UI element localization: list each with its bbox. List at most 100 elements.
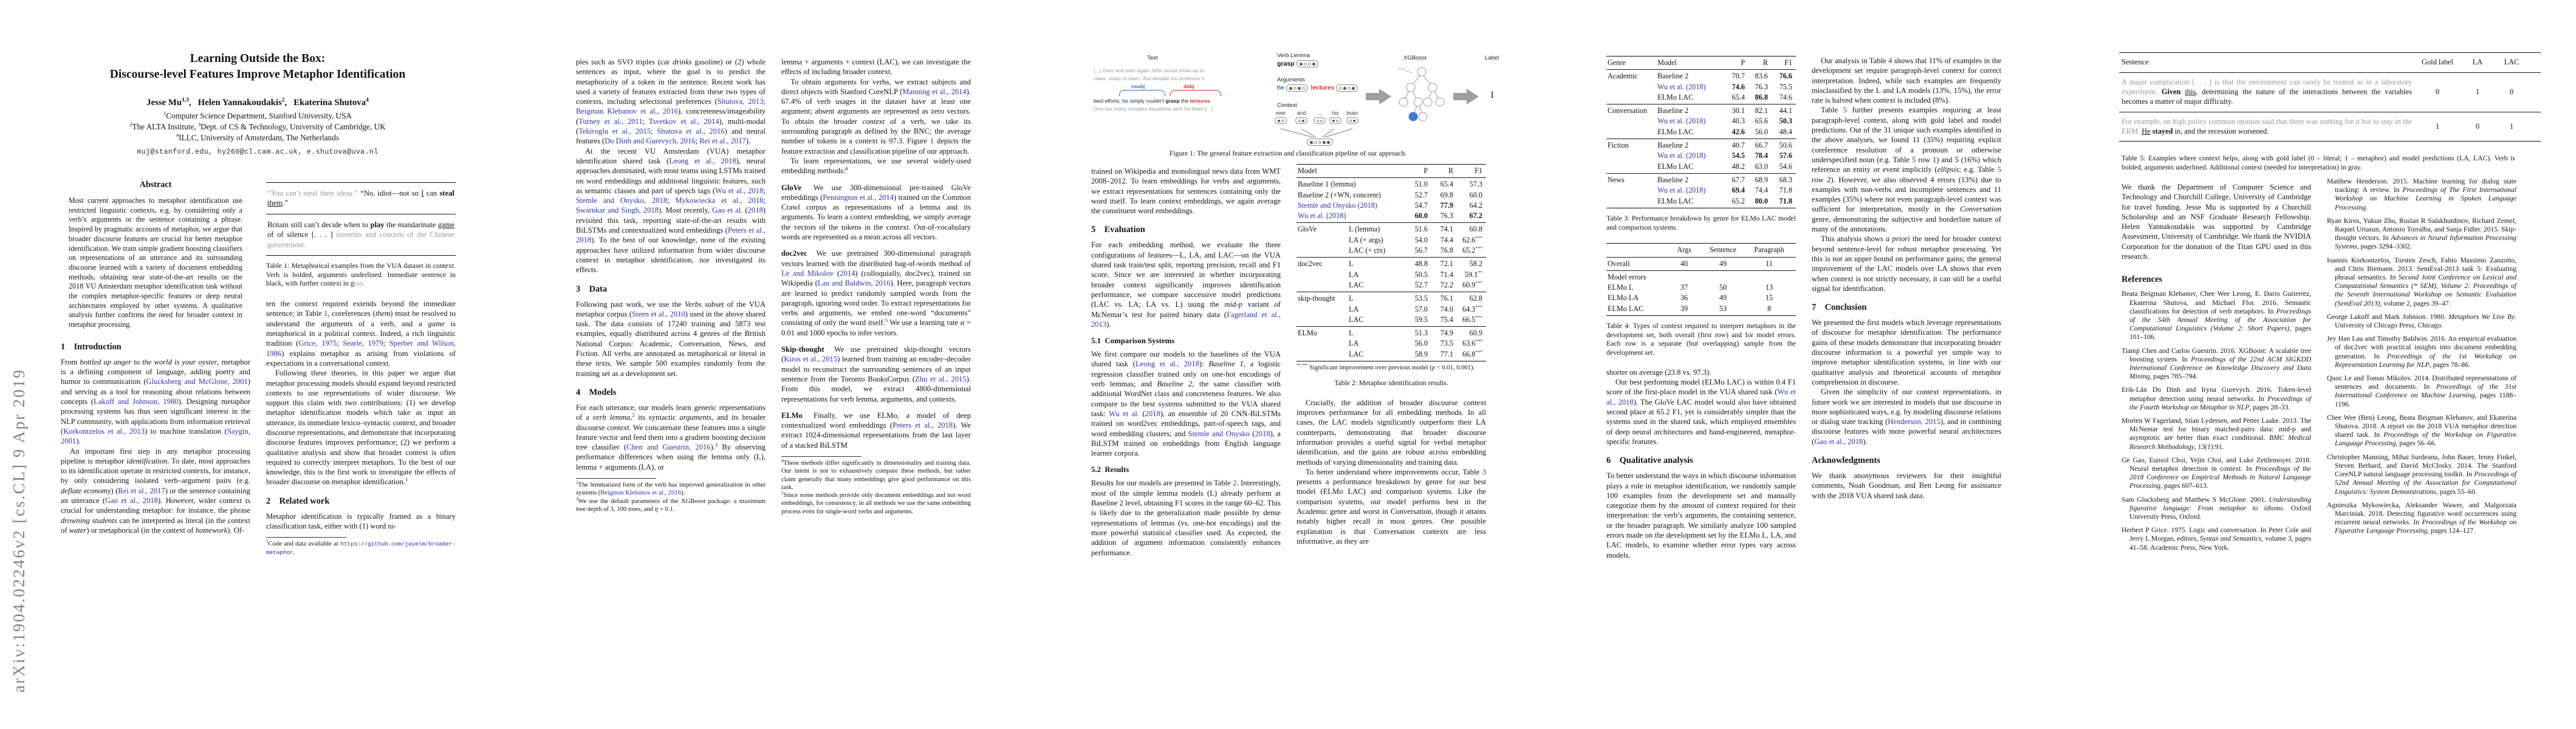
page2-left-column: ples such as SVO triples (car drinks gas… (576, 57, 766, 513)
table-3-header: Genre Model P R F1 (1608, 58, 1792, 67)
embedding-pill (1336, 84, 1358, 92)
paragraph: ples such as SVO triples (car drinks gas… (576, 58, 766, 146)
subsection-heading-comparison: 5.1 Comparison Systems (1091, 337, 1175, 346)
table-rule (2119, 52, 2541, 53)
table-2-baselines: Baseline 1 (lemma) 51.0 65.4 57.3 Baseline 2… (1298, 180, 1482, 221)
paragraph: Given the simplicity of our context repr… (1812, 388, 2001, 446)
embedding-pill (1307, 139, 1333, 146)
footnote-text: 2The lemmatized form of the verb has imp… (576, 481, 766, 497)
table-rule (1297, 164, 1486, 165)
figure-1: Text [...] Over and over again John woul… (1091, 52, 1499, 146)
paragraph: We thank the Department of Computer Scie… (2122, 183, 2311, 261)
paragraph: This analysis shows a priori the need fo… (1812, 234, 2001, 293)
paragraph: To learn representations, we use several… (781, 156, 971, 176)
embedding-pill (1346, 117, 1358, 124)
table-3-conversation-rows: Conversation Baseline 2 30.1 82.1 44.1 Wu et … (1608, 106, 1792, 136)
table-3: Genre Model P R F1 Academic Baseline 2 70.7 83.… (1606, 56, 1796, 208)
paragraph: To better understand the ways in which d… (1606, 471, 1796, 560)
context-token: brain (1346, 110, 1358, 124)
paragraph: Metaphor identification is typically fra… (266, 512, 456, 531)
footnote-text: 5Since some methods provide only documen… (781, 491, 971, 515)
paper-title-line1: Learning Outside the Box: (190, 52, 326, 65)
context-label: Context (1277, 102, 1297, 109)
dependency-arcs: nsubj dobj (1094, 83, 1265, 97)
page-4: Genre Model P R F1 Academic Baseline 2 70.7 83.… (1546, 0, 2061, 729)
verb-lemma-word: grasp (1277, 60, 1295, 67)
table-2-caption: Table 2: Metaphor identification results… (1334, 379, 1448, 388)
paragraph: Following these theories, in this paper … (266, 369, 456, 487)
embedding-pill (1329, 117, 1341, 124)
label-label: Label (1485, 55, 1499, 61)
table-2: Model P R F1 Baseline 1 (lemma) 51.0 65.4 57.3… (1297, 164, 1486, 372)
pipeline-arrow-icon (1366, 89, 1391, 104)
page4-left-column: Genre Model P R F1 Academic Baseline 2 70.7 83.… (1606, 55, 1796, 560)
nsubj-label: nsubj (1131, 83, 1145, 89)
paragraph-skipthought: Skip-thought We use pretrained skip-thou… (781, 345, 971, 403)
table-4-error-rows: ELMo L 37 50 13 ELMo LA 36 49 15 ELMo LAC 39 53 8 (1608, 283, 1773, 313)
figure-context-line: One too many complex equations sent his … (1094, 106, 1213, 112)
table-rule (1297, 177, 1486, 179)
context-merged-pill-row (1305, 139, 1333, 146)
author-emails: muj@stanford.edu, hy260@cl.cam.ac.uk, e.… (137, 148, 379, 157)
paragraph: We first compare our models to the basel… (1091, 350, 1281, 458)
argument-word-lectures: lectures (1310, 84, 1335, 92)
dobj-label: dobj (1184, 83, 1194, 89)
table-2-header: Model P R F1 (1298, 166, 1482, 175)
page-3: Text [...] Over and over again John woul… (1030, 0, 1546, 729)
dobj-arc (1170, 90, 1221, 96)
table-2-significance-note: **,*** Significant improvement over prev… (1297, 363, 1475, 372)
table-5-row: A major complication [. . . ] is that th… (2122, 77, 2514, 106)
paragraph: To obtain arguments for verbs, we extrac… (781, 77, 971, 156)
paragraph: Our analysis in Table 4 shows that 11% o… (1812, 56, 2002, 105)
verb-lemma-label: Verb Lemma (1277, 52, 1310, 59)
table-4-model-errors-label: Model errors (1608, 272, 1646, 281)
affiliation-3: 4ILLC, University of Amsterdam, The Neth… (176, 132, 340, 142)
context-token: and (1295, 110, 1307, 124)
paragraph: An important first step in any metaphor … (61, 447, 250, 535)
page-1: arXiv:1904.02246v2 [cs.CL] 9 Apr 2019 Le… (0, 0, 515, 729)
references-right: Matthew Henderson. 2015. Machine learnin… (2327, 177, 2517, 535)
table-5-caption: Table 5: Examples where context helps, a… (2122, 154, 2515, 171)
paragraph: trained on Wikipedia and monolingual new… (1091, 167, 1281, 216)
table-4-overall-row: Overall 40 49 11 (1608, 259, 1773, 268)
nsubj-arc (1119, 90, 1165, 96)
footnotes-2-3: 2The lemmatized form of the verb has imp… (576, 477, 766, 513)
footnote-text: 1Code and data available at https://gith… (266, 539, 456, 556)
table-rule (2119, 141, 2541, 142)
paragraph-doc2vec: doc2vec We use pretrained 300-dimensiona… (781, 249, 971, 337)
section-heading-introduction: 1 Introduction (61, 341, 122, 352)
table-1-caption: Table 1: Metaphorical examples from the … (266, 262, 456, 288)
footnote-rule (576, 477, 656, 479)
table-3-academic-rows: Academic Baseline 2 70.7 83.6 76.6 Wu et al. … (1608, 72, 1792, 101)
figure-context-line: [...] Over and over again John would sho… (1094, 67, 1205, 74)
table-rule (1606, 69, 1796, 70)
table-rule (1297, 257, 1486, 258)
table-4-caption: Table 4: Types of context required to in… (1606, 322, 1796, 357)
table-rule (266, 182, 456, 183)
paragraph: Results for our models are presented in … (1091, 479, 1281, 557)
paragraph-glove: GloVe We use 300-dimensional pre-trained… (781, 183, 971, 242)
table-5: Sentence Gold label LA LAC A major complica… (2119, 51, 2541, 143)
footnote-rule (781, 456, 862, 457)
label-value: 1 (1490, 90, 1495, 100)
paragraph: We thank anonymous reviewers for their i… (1812, 471, 2001, 500)
figure-1-caption: Figure 1: The general feature extraction… (1169, 149, 1407, 157)
context-converge-arrows (1280, 128, 1353, 138)
paragraph: lemma + arguments + context (LAC), we ca… (781, 58, 971, 77)
page4-right-column: Our analysis in Table 4 shows that 11% o… (1812, 56, 2001, 501)
paragraph: At the recent VU Amsterdam (VUA) metapho… (576, 146, 766, 275)
paper-header: Learning Outside the Box: Discourse-leve… (0, 51, 515, 156)
paragraph-elmo: ELMo Finally, we use ELMo, a model of de… (781, 411, 971, 450)
embedding-pill (1275, 117, 1287, 124)
paragraph: For each embedding method, we evaluate t… (1091, 241, 1281, 329)
table-rule (1297, 222, 1486, 224)
paragraph: We presented the first models which leve… (1812, 318, 2001, 386)
table-rule (1297, 326, 1486, 327)
page1-right-column: “You can’t steal their ideas.” “No, idio… (266, 181, 456, 556)
table-rule (266, 255, 456, 256)
section-heading-evaluation: 5 Evaluation (1091, 225, 1145, 235)
context-token: his (1329, 110, 1341, 124)
table-2-doc2vec-rows: doc2vec L 48.8 72.1 58.2 LA 50.5 71.4 59.1** LAC 5… (1298, 259, 1482, 289)
table-1-row: Britain still can’t decide when to play … (267, 220, 454, 249)
arguments-row: he lectures (1277, 84, 1358, 92)
